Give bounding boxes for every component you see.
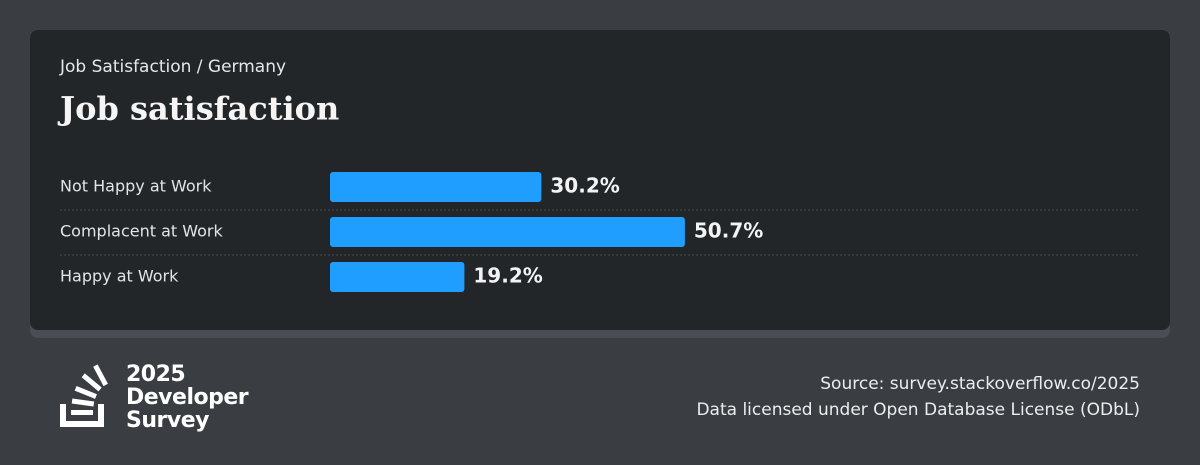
- category-label: Complacent at Work: [60, 222, 224, 241]
- logo-text: Survey: [126, 408, 209, 433]
- logo-icon: [60, 364, 108, 427]
- bar: [330, 262, 465, 292]
- bar: [330, 217, 685, 247]
- category-label: Not Happy at Work: [60, 177, 212, 196]
- value-label: 19.2%: [473, 264, 542, 288]
- category-label: Happy at Work: [60, 267, 179, 286]
- value-label: 50.7%: [694, 219, 763, 243]
- logo-text: Developer: [126, 385, 249, 410]
- value-label: 30.2%: [550, 174, 619, 198]
- breadcrumb: Job Satisfaction / Germany: [59, 57, 286, 77]
- chart-title: Job satisfaction: [57, 90, 339, 128]
- bar: [330, 172, 542, 202]
- license: Data licensed under Open Database Licens…: [696, 400, 1140, 420]
- logo-text: 2025: [126, 362, 185, 387]
- source: Source: survey.stackoverflow.co/2025: [820, 374, 1140, 394]
